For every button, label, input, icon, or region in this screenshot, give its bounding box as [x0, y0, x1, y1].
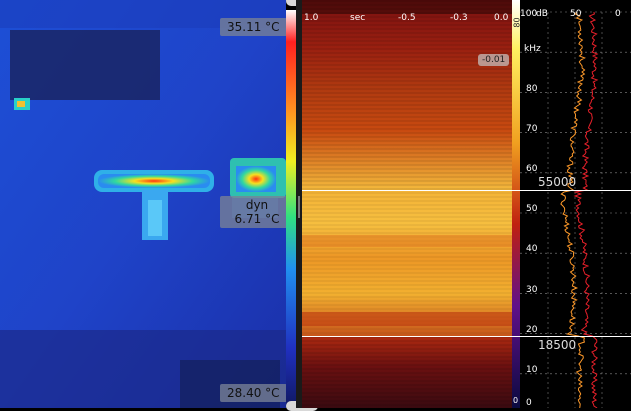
lower-frequency-marker-label: 18500 [538, 338, 577, 352]
freq-tick-40: 40 [526, 244, 538, 254]
db-tick-50: 50 [570, 9, 582, 19]
spot-temperature-value: 6.71 °C [234, 212, 280, 226]
panel-divider[interactable] [296, 0, 302, 408]
freq-tick-30: 30 [526, 285, 538, 295]
spectrogram-colorbar: 80 0 [512, 0, 520, 408]
db-unit: dB [536, 9, 548, 19]
freq-tick-10: 10 [526, 365, 538, 375]
cursor-time-value: -0.01 [478, 54, 510, 66]
max-temperature-label: 35.11 °C [220, 18, 286, 36]
min-temperature-label: 28.40 °C [220, 384, 286, 402]
thermal-colorbar [286, 10, 296, 408]
spectrum-trace-peak [560, 11, 586, 408]
upper-frequency-marker-label: 55000 [538, 175, 577, 189]
frequency-spectrum-view[interactable]: 100 dB 50 0 kHz 80 70 60 50 40 30 20 10 … [520, 0, 631, 408]
freq-tick-60: 60 [526, 164, 538, 174]
time-tick-2: -0.3 [450, 13, 468, 23]
db-tick-100: 100 [520, 9, 538, 19]
freq-tick-80: 80 [526, 84, 538, 94]
freq-tick-70: 70 [526, 124, 538, 134]
freq-unit: kHz [524, 44, 541, 54]
time-tick-1: -0.5 [398, 13, 416, 23]
freq-tick-50: 50 [526, 204, 538, 214]
spectrogram-scale-min: 0 [513, 396, 519, 405]
freq-tick-20: 20 [526, 325, 538, 335]
thermal-color-scale [286, 10, 296, 408]
db-tick-0: 0 [615, 9, 621, 19]
thermal-image-view[interactable]: 35.11 °C dyn 6.71 °C 28.40 °C [0, 0, 286, 408]
spectrogram-image [302, 0, 512, 408]
spectrogram-scale-max: 80 [512, 17, 520, 28]
spot-mode-label: dyn [245, 198, 269, 212]
time-tick-3: 0.0 [494, 13, 509, 23]
spectrogram-color-scale [512, 0, 520, 408]
spot-temperature-box: dyn 6.71 °C [220, 196, 286, 228]
spectrum-trace-current [573, 11, 599, 408]
upper-frequency-marker-line[interactable] [302, 190, 631, 191]
freq-tick-0: 0 [526, 398, 532, 408]
time-tick-0: 1.0 [304, 13, 319, 23]
lower-frequency-marker-line[interactable] [302, 336, 631, 337]
time-axis-unit: sec [350, 13, 366, 23]
spectrum-plot [520, 0, 631, 408]
spectrogram-view[interactable]: 1.0 sec -0.5 -0.3 0.0 -0.01 [302, 0, 512, 408]
divider-grip-icon [298, 196, 300, 218]
